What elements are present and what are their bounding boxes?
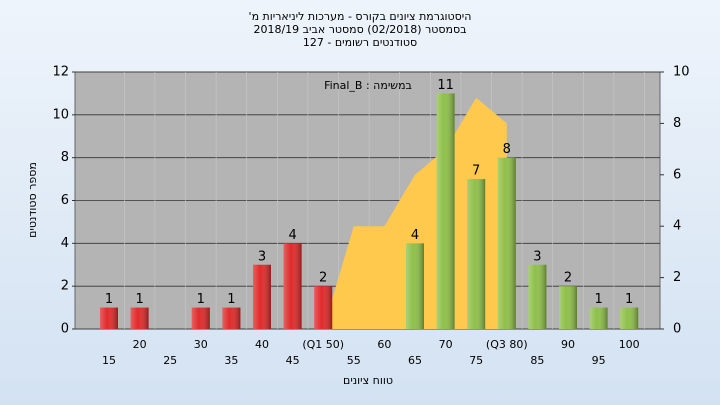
value-label: 2 — [319, 271, 327, 286]
x-tick-label: 30 — [194, 338, 208, 351]
bar-shade — [467, 179, 486, 329]
bar-shade — [253, 264, 271, 329]
x-tick-label: 65 — [408, 354, 422, 367]
chart-title: בסמסטר (02/2018) סמסטר אביב 2018/19 — [253, 23, 466, 36]
value-label: 2 — [564, 271, 572, 286]
x-tick-label: 60 — [377, 338, 391, 351]
bar-shade — [130, 307, 149, 329]
bar-shade — [406, 243, 424, 329]
value-label: 1 — [105, 292, 113, 307]
y-tick-label: 2 — [61, 279, 69, 294]
y-tick-label: 6 — [61, 193, 69, 208]
x-tick-label: 45 — [286, 354, 300, 367]
bar-shade — [222, 307, 241, 329]
y-tick-label: 12 — [52, 65, 69, 80]
chart-title: סטודנטים רשומים - 127 — [303, 36, 417, 49]
value-label: 4 — [288, 228, 296, 243]
x-tick-label: 85 — [530, 354, 544, 367]
y-axis-label: מספר סטודנטים — [26, 162, 39, 238]
x-tick-label: (Q3 80) — [486, 338, 528, 351]
bar-shade — [589, 307, 608, 329]
value-label: 3 — [533, 249, 541, 264]
value-label: 1 — [227, 292, 235, 307]
annotation: Final_B : במשימה — [324, 79, 412, 92]
y-tick-label: 8 — [61, 150, 69, 165]
value-label: 4 — [411, 228, 419, 243]
x-tick-label: 70 — [439, 338, 453, 351]
y2-tick-label: 0 — [673, 322, 681, 337]
bar-shade — [191, 307, 210, 329]
y2-tick-label: 10 — [673, 65, 690, 80]
bar-shade — [314, 286, 333, 329]
y2-tick-label: 6 — [673, 167, 681, 182]
value-label: 11 — [437, 78, 454, 93]
bar-shade — [497, 157, 516, 329]
value-label: 1 — [197, 292, 205, 307]
x-tick-label: 15 — [102, 354, 116, 367]
value-label: 1 — [625, 292, 633, 307]
chart-title: היסטוגרמת ציונים בקורס - מערכות ליניאריו… — [249, 10, 472, 23]
area — [323, 97, 507, 329]
value-label: 7 — [472, 164, 480, 179]
x-tick-label: 55 — [347, 354, 361, 367]
bar-shade — [620, 307, 639, 329]
bar-shade — [100, 307, 118, 329]
bar-shade — [283, 243, 302, 329]
x-tick-label: 100 — [619, 338, 640, 351]
bar-shade — [436, 93, 455, 330]
bar-shade — [559, 286, 577, 329]
bar-shade — [528, 264, 547, 329]
value-label: 1 — [135, 292, 143, 307]
value-label: 1 — [594, 292, 602, 307]
x-tick-label: 95 — [592, 354, 606, 367]
y-tick-label: 0 — [61, 322, 69, 337]
x-tick-label: 25 — [163, 354, 177, 367]
x-tick-label: (Q1 50) — [302, 338, 344, 351]
x-tick-label: 75 — [469, 354, 483, 367]
y-tick-label: 10 — [52, 107, 69, 122]
x-tick-label: 90 — [561, 338, 575, 351]
y2-tick-label: 8 — [673, 116, 681, 131]
y2-tick-label: 4 — [673, 219, 681, 234]
value-label: 8 — [503, 142, 511, 157]
x-axis-label: טווח ציונים — [343, 374, 393, 387]
y2-tick-label: 2 — [673, 270, 681, 285]
x-tick-label: 40 — [255, 338, 269, 351]
y-tick-label: 4 — [61, 236, 69, 251]
value-label: 3 — [258, 249, 266, 264]
x-tick-label: 35 — [224, 354, 238, 367]
x-tick-label: 20 — [133, 338, 147, 351]
